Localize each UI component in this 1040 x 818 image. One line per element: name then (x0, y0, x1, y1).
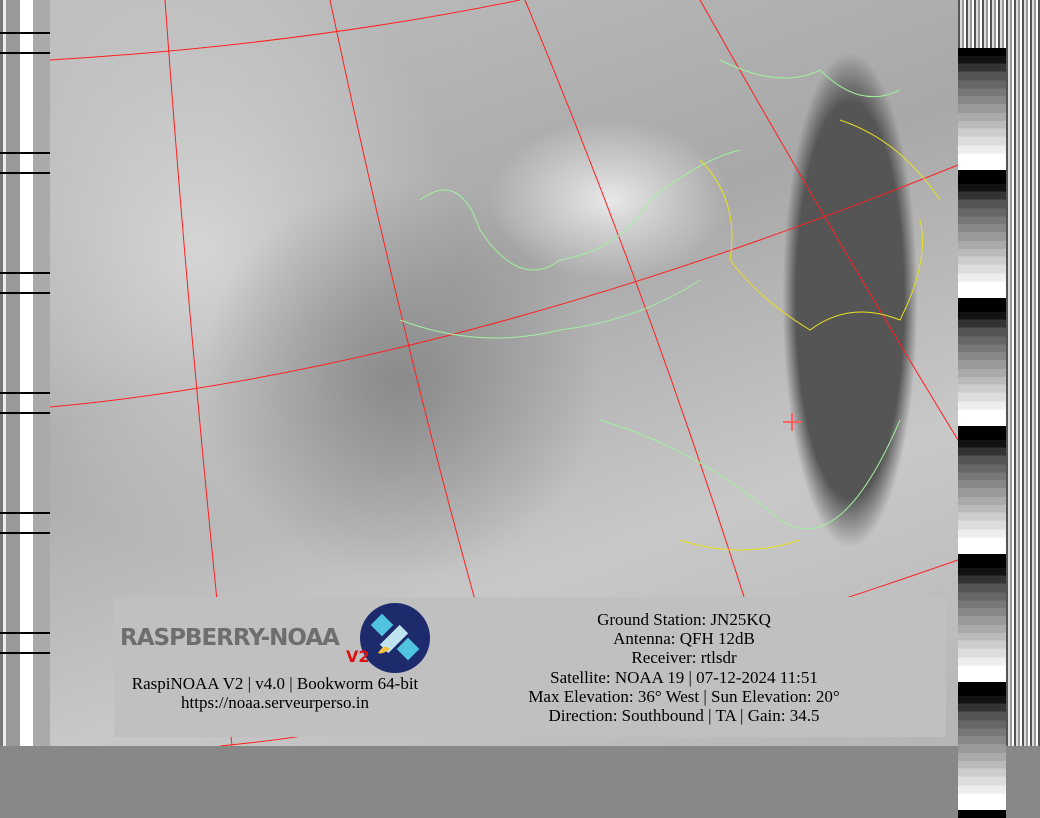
pass-info: Ground Station: JN25KQ Antenna: QFH 12dB… (474, 610, 894, 725)
elevation: Max Elevation: 36° West | Sun Elevation:… (528, 686, 840, 706)
info-panel: RASPBERRY-NOAA V2 RaspiNOAA V2 | v4.0 | … (114, 597, 946, 737)
longitude-line (524, 0, 746, 601)
satellite-icon (360, 603, 430, 673)
raspberry-noaa-logo: RASPBERRY-NOAA V2 (120, 603, 432, 675)
station-url: https://noaa.serveurperso.in (181, 693, 369, 712)
logo-v2: V2 (346, 647, 370, 666)
satellite: Satellite: NOAA 19 | 07-12-2024 11:51 (550, 667, 818, 687)
latitude-line (49, 0, 521, 61)
telemetry-strip-left (0, 0, 50, 746)
longitude-line (329, 0, 476, 601)
telemetry-strip-right (958, 0, 1040, 818)
ground-station-marker-icon (783, 413, 801, 431)
version-line: RaspiNOAA V2 | v4.0 | Bookworm 64-bit (131, 674, 419, 693)
receiver: Receiver: rtlsdr (631, 648, 737, 668)
coastlines (399, 59, 901, 530)
borders (679, 119, 941, 551)
direction: Direction: Southbound | TA | Gain: 34.5 (548, 706, 820, 726)
antenna: Antenna: QFH 12dB (613, 629, 755, 649)
station-info: RaspiNOAA V2 | v4.0 | Bookworm 64-bit ht… (114, 674, 436, 712)
latitude-line (49, 164, 959, 408)
logo-text: RASPBERRY-NOAA (120, 625, 340, 651)
longitude-line (699, 0, 959, 441)
ground-station: Ground Station: JN25KQ (597, 610, 771, 629)
